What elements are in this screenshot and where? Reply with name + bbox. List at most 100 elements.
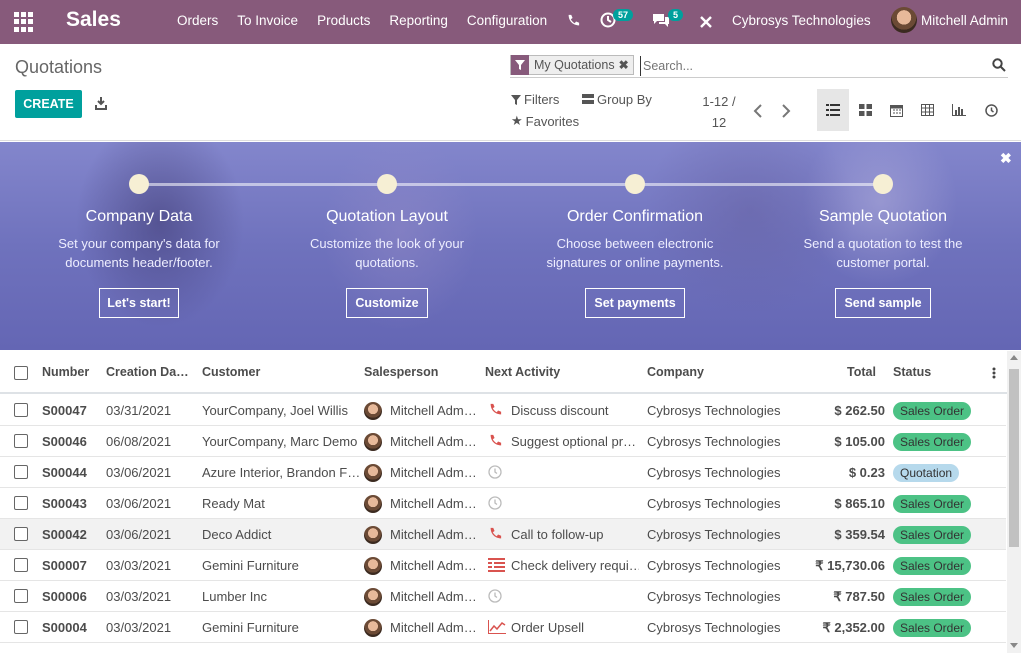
row-checkbox[interactable] xyxy=(14,434,28,448)
order-number: S00007 xyxy=(42,558,87,573)
menu-item-products[interactable]: Products xyxy=(317,13,371,28)
pivot-view-button[interactable] xyxy=(911,89,943,131)
column-number[interactable]: Number xyxy=(42,365,90,379)
phone-icon[interactable] xyxy=(488,403,504,419)
salesperson-avatar xyxy=(364,588,382,606)
apps-menu-icon[interactable] xyxy=(14,12,34,32)
menu-item-configuration[interactable]: Configuration xyxy=(466,13,548,28)
status-badge: Sales Order xyxy=(893,495,972,513)
kanban-view-icon xyxy=(858,104,872,116)
create-button[interactable]: CREATE xyxy=(15,90,82,118)
search-facet[interactable]: My Quotations ✖ xyxy=(510,55,634,75)
messages-icon[interactable] xyxy=(652,12,670,28)
clock-icon[interactable] xyxy=(488,496,504,512)
menu-item-to-invoice[interactable]: To Invoice xyxy=(237,13,299,28)
total-amount: $ 0.23 xyxy=(848,465,885,480)
column-creation-date[interactable]: Creation Da… xyxy=(106,365,189,379)
scrollbar[interactable] xyxy=(1007,351,1021,653)
onboarding-progress-line xyxy=(138,183,883,186)
user-menu[interactable]: Mitchell Admin xyxy=(921,13,1009,28)
column-salesperson[interactable]: Salesperson xyxy=(364,365,439,379)
total-amount: $ 359.54 xyxy=(834,527,885,542)
clock-icon[interactable] xyxy=(488,465,504,481)
total-amount: $ 105.00 xyxy=(834,434,885,449)
graph-view-button[interactable] xyxy=(943,89,975,131)
page-title: Quotations xyxy=(15,57,103,77)
close-banner-icon[interactable]: ✖ xyxy=(1000,150,1012,166)
salesperson-avatar xyxy=(364,526,382,544)
column-next-activity[interactable]: Next Activity xyxy=(485,365,561,379)
company-name: Cybrosys Technologies xyxy=(647,527,781,542)
list-view-icon xyxy=(826,104,840,116)
user-avatar[interactable] xyxy=(891,7,917,33)
company-switcher[interactable]: Cybrosys Technologies xyxy=(732,13,871,28)
customize-button[interactable]: Customize xyxy=(346,288,428,318)
phone-icon[interactable] xyxy=(488,434,504,450)
select-all-checkbox[interactable] xyxy=(14,366,28,380)
column-status[interactable]: Status xyxy=(893,365,932,379)
phone-icon[interactable] xyxy=(488,527,504,543)
debug-tools-icon[interactable] xyxy=(699,15,713,29)
step-company-data: Company Data Set your company's data for… xyxy=(24,208,254,272)
column-company[interactable]: Company xyxy=(647,365,704,379)
scroll-down-icon[interactable] xyxy=(1010,643,1018,648)
list-view-button[interactable] xyxy=(817,89,849,131)
calendar-view-button[interactable] xyxy=(880,89,912,131)
step-quotation-layout: Quotation Layout Customize the look of y… xyxy=(272,208,502,272)
optional-columns-icon[interactable] xyxy=(992,367,996,379)
table-row[interactable]: S00006 03/03/2021 Lumber Inc Mitchell Adm… C… xyxy=(0,581,1006,612)
list-icon[interactable] xyxy=(488,558,505,574)
activity-view-button[interactable] xyxy=(975,89,1007,131)
table-row[interactable]: S00047 03/31/2021 YourCompany, Joel Willis… xyxy=(0,395,1006,426)
customer-name: Azure Interior, Brandon F… xyxy=(202,465,360,480)
table-row[interactable]: S00007 03/03/2021 Gemini Furniture Mitchell… xyxy=(0,550,1006,581)
step-dot-company-data xyxy=(129,174,149,194)
favorites-dropdown[interactable]: ★ Favorites xyxy=(511,113,579,129)
lets-start-button[interactable]: Let's start! xyxy=(99,288,179,318)
scroll-thumb[interactable] xyxy=(1009,369,1019,547)
clock-icon[interactable] xyxy=(488,589,504,605)
table-row[interactable]: S00044 03/06/2021 Azure Interior, Brandon … xyxy=(0,457,1006,488)
pager-next-icon[interactable] xyxy=(780,104,792,118)
row-checkbox[interactable] xyxy=(14,527,28,541)
company-name: Cybrosys Technologies xyxy=(647,403,781,418)
groupby-dropdown[interactable]: Group By xyxy=(582,92,652,107)
table-header: Number Creation Da… Customer Salesperson… xyxy=(0,351,1021,394)
app-name[interactable]: Sales xyxy=(66,8,121,31)
phone-icon[interactable] xyxy=(566,14,580,28)
search-icon[interactable] xyxy=(992,58,1006,72)
filters-dropdown[interactable]: Filters xyxy=(511,92,559,107)
chart-icon[interactable] xyxy=(488,620,506,636)
row-checkbox[interactable] xyxy=(14,465,28,479)
creation-date: 03/03/2021 xyxy=(106,620,172,635)
step-title: Company Data xyxy=(85,208,193,225)
table-row[interactable]: S00043 03/06/2021 Ready Mat Mitchell Adm… Cy… xyxy=(0,488,1006,519)
scroll-up-icon[interactable] xyxy=(1010,355,1018,360)
row-checkbox[interactable] xyxy=(14,620,28,634)
row-checkbox[interactable] xyxy=(14,496,28,510)
column-total[interactable]: Total xyxy=(847,365,876,379)
kanban-view-button[interactable] xyxy=(849,89,881,131)
column-customer[interactable]: Customer xyxy=(202,365,261,379)
row-checkbox[interactable] xyxy=(14,558,28,572)
step-description: Send a quotation to test the xyxy=(803,236,963,251)
pager-value[interactable]: 1-12 / 12 xyxy=(699,91,739,133)
menu-item-orders[interactable]: Orders xyxy=(177,13,219,28)
activity-icon[interactable] xyxy=(600,12,616,28)
download-icon[interactable] xyxy=(95,96,107,110)
row-checkbox[interactable] xyxy=(14,589,28,603)
search-input[interactable] xyxy=(640,56,980,76)
table-row[interactable]: S00004 03/03/2021 Gemini Furniture Mitchell… xyxy=(0,612,1006,643)
menu-item-reporting[interactable]: Reporting xyxy=(389,13,448,28)
pager-previous-icon[interactable] xyxy=(752,104,764,118)
table-row[interactable]: S00042 03/06/2021 Deco Addict Mitchell Adm…… xyxy=(0,519,1006,550)
step-title: Sample Quotation xyxy=(818,208,948,225)
facet-remove-icon[interactable]: ✖ xyxy=(618,58,629,72)
search-bar: My Quotations ✖ xyxy=(510,54,1008,78)
salesperson-name: Mitchell Adm… xyxy=(390,527,477,542)
favorites-label: Favorites xyxy=(525,113,580,129)
row-checkbox[interactable] xyxy=(14,403,28,417)
send-sample-button[interactable]: Send sample xyxy=(835,288,931,318)
table-row[interactable]: S00046 06/08/2021 YourCompany, Marc Demo Mi… xyxy=(0,426,1006,457)
set-payments-button[interactable]: Set payments xyxy=(585,288,685,318)
